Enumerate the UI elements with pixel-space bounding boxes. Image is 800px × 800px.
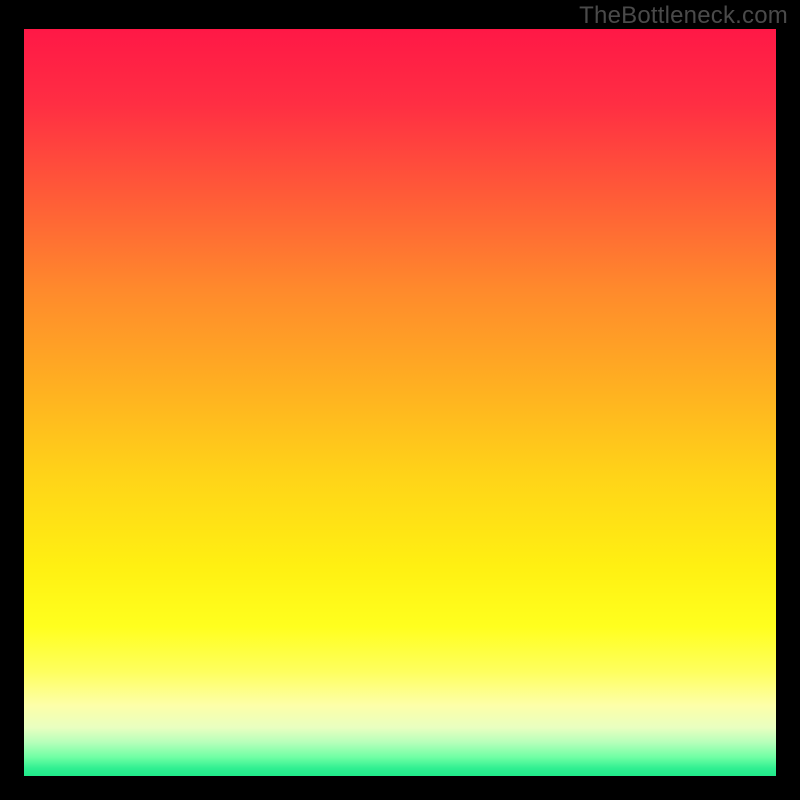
watermark-text: TheBottleneck.com — [579, 2, 788, 30]
curve-overlay — [24, 29, 776, 776]
chart-frame: TheBottleneck.com — [0, 0, 800, 800]
plot-area — [24, 29, 776, 776]
